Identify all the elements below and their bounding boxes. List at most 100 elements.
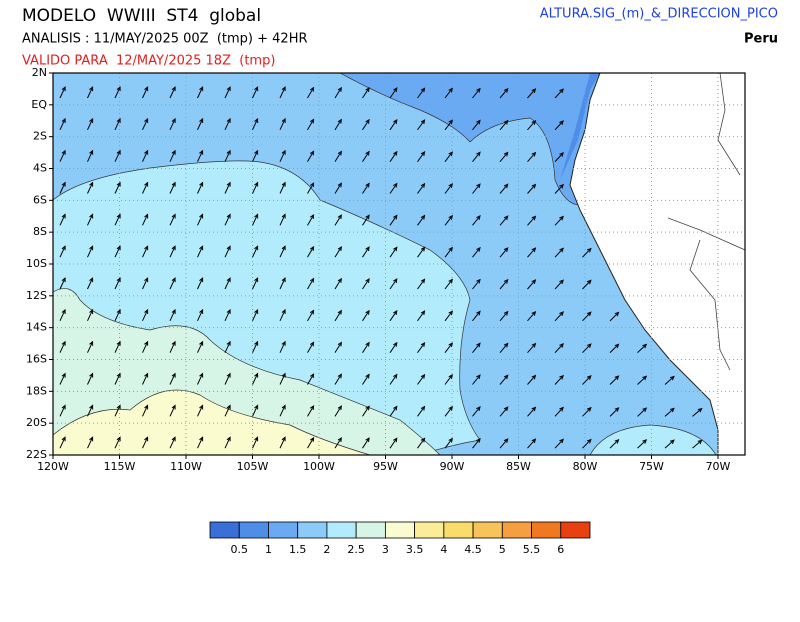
arrow: [472, 374, 481, 385]
arrow: [142, 436, 149, 449]
analysis: ANALISIS : 11/MAY/2025 00Z (tmp) + 42HR: [22, 32, 308, 47]
arrow: [169, 181, 176, 194]
arrow: [142, 340, 149, 353]
variable: ALTURA.SIG_(m)_&_DIRECCION_PICO: [540, 7, 778, 22]
arrow: [472, 437, 481, 449]
arrow: [307, 150, 315, 162]
arrow: [169, 436, 176, 449]
arrow: [252, 213, 259, 226]
arrow: [59, 117, 66, 131]
arrow: [114, 245, 121, 258]
arrow: [362, 309, 370, 322]
y-tick-label: 12S: [26, 289, 47, 302]
arrow: [197, 308, 204, 322]
arrow: [472, 278, 481, 290]
arrow: [307, 277, 315, 290]
arrow: [637, 407, 648, 417]
arrow: [444, 151, 453, 162]
arrow: [582, 375, 592, 385]
arrow: [554, 279, 564, 290]
arrow: [142, 86, 149, 99]
arrow: [197, 117, 204, 131]
arrow: [609, 407, 620, 417]
arrow: [59, 245, 66, 258]
arrow: [527, 88, 537, 99]
arrow: [169, 372, 176, 385]
arrow: [307, 436, 315, 449]
arrow: [389, 309, 398, 322]
arrow: [362, 437, 370, 449]
arrow: [307, 404, 315, 417]
arrow: [554, 120, 564, 131]
arrow: [279, 308, 286, 322]
colorbar-box: [531, 521, 562, 539]
contour-region: [53, 389, 371, 455]
arrow: [252, 149, 259, 162]
x-tick-label: 80W: [573, 460, 598, 473]
arrow: [362, 150, 370, 162]
arrow: [197, 181, 204, 194]
arrow: [444, 183, 453, 194]
y-tick-label: 2S: [33, 130, 47, 143]
y-tick-label: 18S: [26, 384, 47, 397]
arrow: [169, 277, 176, 290]
arrow: [224, 372, 231, 385]
x-tick-label: 100W: [303, 460, 335, 473]
arrow: [114, 86, 121, 99]
arrow: [142, 213, 149, 226]
arrow: [169, 149, 176, 162]
arrow: [59, 181, 66, 194]
arrow: [224, 436, 231, 449]
arrow: [279, 340, 286, 353]
arrow: [664, 439, 675, 449]
arrow: [499, 310, 509, 322]
arrow: [554, 406, 564, 417]
arrow: [637, 375, 648, 385]
arrow: [334, 182, 342, 194]
arrow: [169, 308, 176, 322]
x-tick-label: 70W: [706, 460, 731, 473]
arrow: [664, 407, 675, 417]
arrow: [362, 246, 370, 258]
arrow: [499, 438, 509, 449]
arrow: [114, 340, 121, 353]
arrow: [389, 118, 398, 131]
arrow: [554, 374, 564, 385]
arrow: [472, 215, 481, 226]
arrow: [59, 213, 66, 226]
x-tick-label: 115W: [104, 460, 136, 473]
arrow: [527, 310, 537, 322]
arrow: [169, 245, 176, 258]
arrow: [114, 372, 121, 385]
colorbar-box: [384, 521, 416, 539]
colorbar-box: [443, 521, 474, 539]
arrow: [334, 373, 342, 385]
arrow: [142, 181, 149, 194]
arrow: [142, 404, 149, 417]
contour-region: [560, 73, 600, 180]
arrow: [417, 278, 426, 290]
arrow: [527, 406, 537, 417]
arrow: [334, 436, 342, 449]
arrow: [444, 405, 453, 417]
colorbar: 0.5 1 1.5 2 2.5 3 3.5 4 4.5 5 5.5 6: [209, 521, 591, 556]
arrow: [197, 277, 204, 290]
arrow: [417, 87, 426, 99]
arrow: [197, 213, 204, 226]
arrow: [582, 279, 592, 290]
arrow: [224, 213, 231, 226]
arrow: [252, 436, 259, 449]
colorbar-box: [238, 521, 269, 539]
arrow: [389, 341, 398, 353]
arrow: [279, 213, 286, 226]
arrow: [362, 118, 370, 131]
arrow: [554, 215, 564, 226]
arrow: [224, 86, 231, 99]
arrow: [417, 373, 426, 385]
colorbar-label: 5: [499, 543, 506, 556]
arrow: [527, 151, 537, 162]
arrow: [527, 119, 537, 131]
arrow: [252, 181, 259, 194]
arrow: [252, 277, 259, 290]
